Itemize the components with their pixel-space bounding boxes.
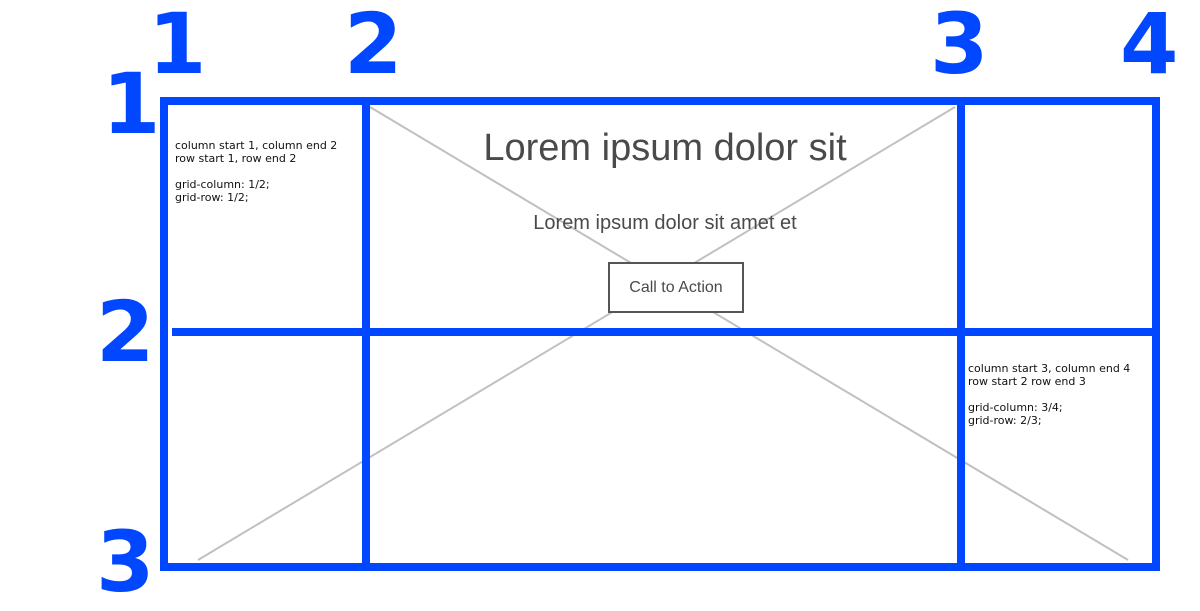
cell-note-bottom-right: column start 3, column end 4 row start 2… bbox=[968, 362, 1131, 427]
row-line-number-2: 2 bbox=[96, 283, 154, 381]
grid-lines-svg bbox=[160, 97, 1160, 571]
row-line-number-3: 3 bbox=[96, 513, 154, 611]
call-to-action-button[interactable]: Call to Action bbox=[608, 262, 744, 313]
hero-subtitle: Lorem ipsum dolor sit amet et bbox=[533, 212, 797, 234]
column-line-number-4: 4 bbox=[1120, 0, 1178, 93]
column-line-number-1: 1 bbox=[148, 0, 206, 93]
grid-diagram: column start 1, column end 2 row start 1… bbox=[160, 97, 1160, 571]
column-line-number-2: 2 bbox=[344, 0, 402, 93]
cell-note-top-left: column start 1, column end 2 row start 1… bbox=[175, 139, 338, 204]
hero-title: Lorem ipsum dolor sit bbox=[483, 127, 847, 169]
column-line-number-3: 3 bbox=[930, 0, 988, 93]
row-line-number-1: 1 bbox=[102, 55, 160, 153]
grid-track-lines bbox=[160, 97, 1160, 571]
